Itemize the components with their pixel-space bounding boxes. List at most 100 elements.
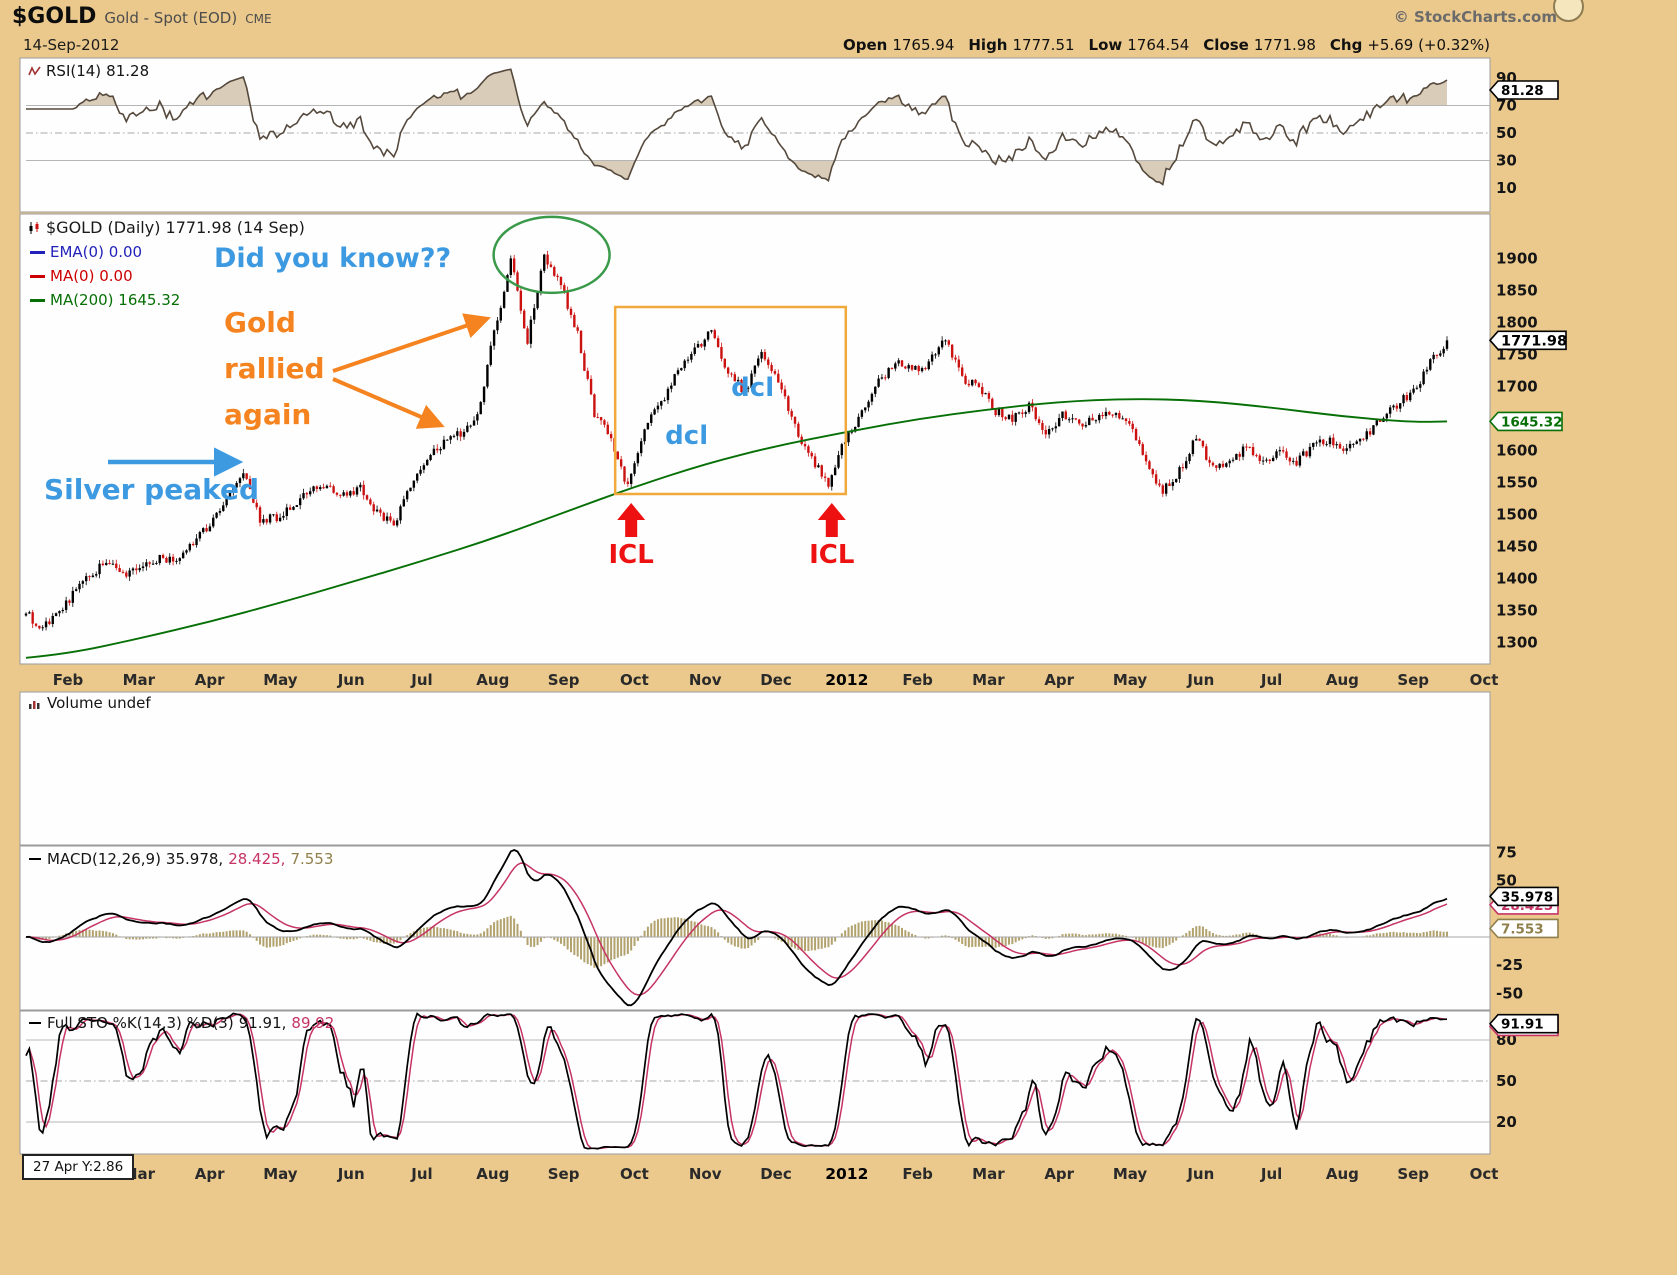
svg-text:20: 20 xyxy=(1496,1113,1517,1131)
macd-value-3: 7.553 xyxy=(290,850,334,868)
svg-text:1450: 1450 xyxy=(1496,537,1538,555)
panel-backgrounds xyxy=(19,57,1491,1155)
svg-text:Oct: Oct xyxy=(620,671,649,689)
chart-header: $GOLD Gold - Spot (EOD) CME xyxy=(12,4,272,29)
svg-text:50: 50 xyxy=(1496,872,1517,890)
svg-text:-25: -25 xyxy=(1496,956,1523,974)
svg-text:Feb: Feb xyxy=(902,671,933,689)
svg-text:Feb: Feb xyxy=(53,671,84,689)
svg-text:Aug: Aug xyxy=(1326,671,1359,689)
svg-text:1771.98: 1771.98 xyxy=(1501,333,1567,349)
sto-icon xyxy=(29,1022,41,1024)
svg-text:Sep: Sep xyxy=(1397,1165,1429,1183)
axis-labels: Feb Feb Mar Mar Apr Apr May May Jun Jun Jul Jul Aug A… xyxy=(53,69,1538,1183)
symbol: $GOLD xyxy=(12,4,97,29)
svg-text:1900: 1900 xyxy=(1496,249,1538,267)
gold-rallied-line3: again xyxy=(224,398,312,431)
legend-ma: MA(0) 0.00 xyxy=(30,267,133,285)
quote-label: High xyxy=(968,36,1008,54)
svg-text:10: 10 xyxy=(1496,179,1517,197)
legend-ma200-label: MA(200) 1645.32 xyxy=(50,291,181,309)
svg-text:Dec: Dec xyxy=(760,671,792,689)
svg-text:Jun: Jun xyxy=(337,1165,365,1183)
rsi-value: 81.28 xyxy=(106,62,150,80)
svg-text:Oct: Oct xyxy=(1470,671,1499,689)
quote-value: +5.69 (+0.32%) xyxy=(1367,36,1490,54)
svg-text:2012: 2012 xyxy=(825,671,868,689)
svg-text:1300: 1300 xyxy=(1496,633,1538,651)
svg-text:30: 30 xyxy=(1496,152,1517,170)
volume-icon xyxy=(29,700,40,709)
quote-label: Open xyxy=(843,36,888,54)
svg-text:70: 70 xyxy=(1496,97,1517,115)
volume-panel-label: Volume undef xyxy=(28,694,151,712)
svg-text:Sep: Sep xyxy=(548,1165,580,1183)
quote-label: Low xyxy=(1088,36,1123,54)
copyright: © StockCharts.com xyxy=(1393,8,1557,26)
gold-rallied-line1: Gold xyxy=(224,306,296,339)
svg-text:Aug: Aug xyxy=(476,671,509,689)
svg-text:Apr: Apr xyxy=(1044,1165,1074,1183)
svg-text:-50: -50 xyxy=(1496,984,1523,1002)
svg-text:Jul: Jul xyxy=(410,1165,432,1183)
sto-panel-label: Full STO %K(14,3) %D(3) 91.91, 89.92 xyxy=(28,1014,334,1032)
did-you-know-annotation: Did you know?? xyxy=(214,243,452,274)
quote-values: Open 1765.94 High 1777.51 Low 1764.54 Close 177… xyxy=(829,36,1490,54)
quote-value: 1771.98 xyxy=(1253,36,1316,54)
annotation-shapes xyxy=(108,215,848,537)
help-icon[interactable] xyxy=(1553,0,1584,22)
svg-text:May: May xyxy=(1113,671,1148,689)
macd-panel-label: MACD(12,26,9) 35.978, 28.425, 7.553 xyxy=(28,850,333,868)
svg-text:Jul: Jul xyxy=(410,671,432,689)
svg-text:Aug: Aug xyxy=(476,1165,509,1183)
ma200-swatch xyxy=(30,298,45,302)
svg-text:1400: 1400 xyxy=(1496,569,1538,587)
crosshair-readout: 27 Apr Y:2.86 xyxy=(22,1154,135,1180)
legend-ema: EMA(0) 0.00 xyxy=(30,243,142,261)
chart-date: 14-Sep-2012 xyxy=(23,36,120,54)
gold-rallied-annotation: Gold rallied again xyxy=(224,300,325,438)
svg-text:91.91: 91.91 xyxy=(1501,1017,1544,1033)
rsi-icon xyxy=(28,65,41,76)
svg-text:Jul: Jul xyxy=(1260,1165,1282,1183)
svg-text:1700: 1700 xyxy=(1496,377,1538,395)
sto-value-1: 91.91, xyxy=(238,1014,287,1032)
symbol-description: Gold - Spot (EOD) xyxy=(104,9,238,27)
quote-label: Chg xyxy=(1329,36,1363,54)
svg-text:50: 50 xyxy=(1496,124,1517,142)
svg-text:Sep: Sep xyxy=(548,671,580,689)
quote-label: Close xyxy=(1203,36,1249,54)
ma-swatch xyxy=(30,274,45,278)
rsi-name: RSI(14) xyxy=(46,62,102,80)
macd-name: MACD(12,26,9) xyxy=(47,850,161,868)
svg-text:Mar: Mar xyxy=(972,1165,1005,1183)
svg-text:Apr: Apr xyxy=(1044,671,1074,689)
svg-text:Jul: Jul xyxy=(1260,671,1282,689)
legend-ema-label: EMA(0) 0.00 xyxy=(50,243,143,261)
svg-text:Nov: Nov xyxy=(689,671,722,689)
svg-text:May: May xyxy=(263,671,298,689)
quote-value: 1765.94 xyxy=(892,36,955,54)
quote-bar: 14-Sep-2012 Open 1765.94 High 1777.51 Low 176… xyxy=(0,33,1490,57)
svg-text:May: May xyxy=(1113,1165,1148,1183)
macd-panel xyxy=(25,849,1490,1007)
dcl-upper-annotation: dcl xyxy=(731,373,775,403)
dcl-lower-annotation: dcl xyxy=(665,421,709,451)
svg-text:35.978: 35.978 xyxy=(1501,889,1553,905)
exchange: CME xyxy=(245,12,272,26)
quote-value: 1777.51 xyxy=(1012,36,1075,54)
svg-text:Oct: Oct xyxy=(1470,1165,1499,1183)
svg-text:1500: 1500 xyxy=(1496,505,1538,523)
value-callouts: 81.281645.321771.9828.4257.55335.97889.9… xyxy=(1488,80,1567,1037)
macd-icon xyxy=(29,858,41,860)
svg-text:1800: 1800 xyxy=(1496,313,1538,331)
svg-text:1550: 1550 xyxy=(1496,473,1538,491)
svg-text:Feb: Feb xyxy=(902,1165,933,1183)
svg-text:Mar: Mar xyxy=(972,671,1005,689)
ma200-line xyxy=(25,398,1448,659)
svg-text:Nov: Nov xyxy=(689,1165,722,1183)
volume-label-text: Volume undef xyxy=(47,694,151,712)
svg-text:1350: 1350 xyxy=(1496,601,1538,619)
